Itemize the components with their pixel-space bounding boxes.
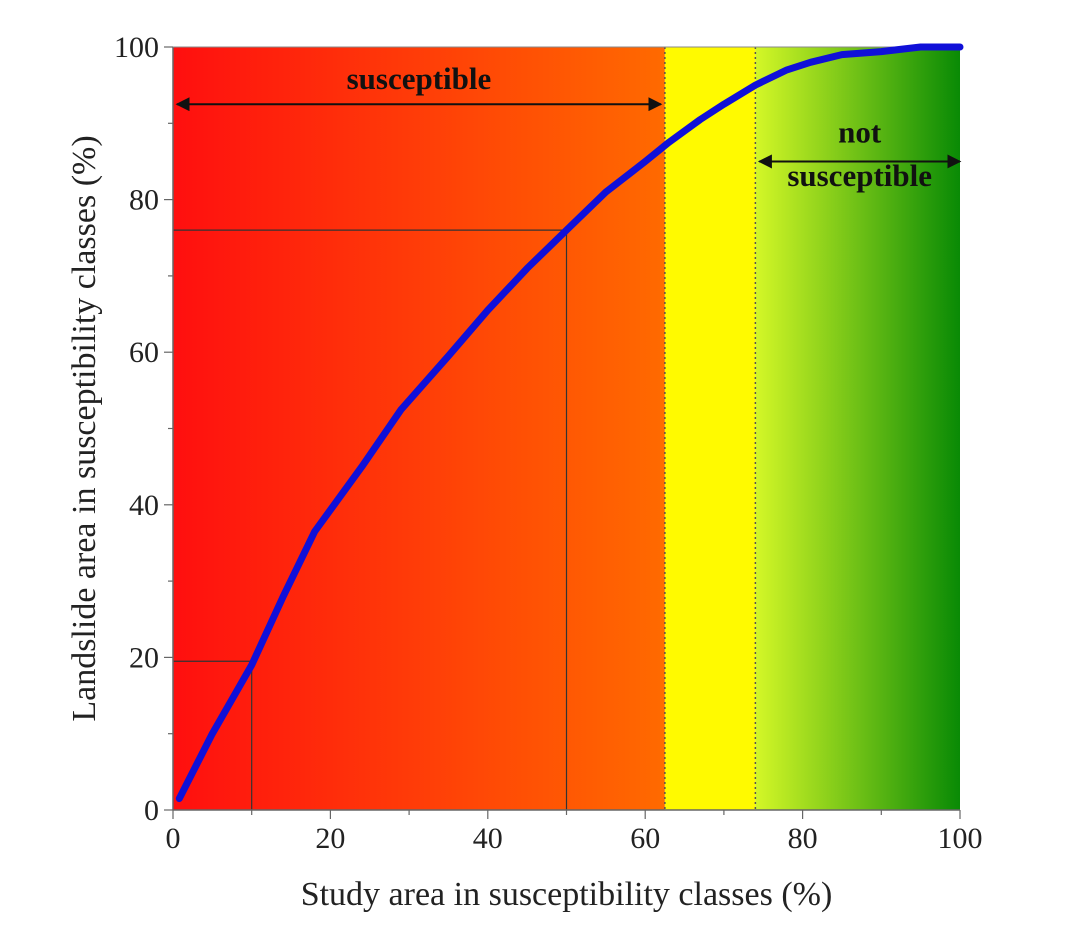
y-tick-label: 0 [144,794,159,827]
annotation-label-0: susceptible [347,61,492,96]
reference-lines [173,229,568,810]
y-tick-label: 20 [129,641,159,674]
annotation-label-1-line-0: not [838,114,882,149]
annotations: susceptible not susceptible [175,61,962,193]
y-axis-label: Landslide area in susceptibility classes… [66,135,103,721]
x-tick-label: 20 [315,822,345,855]
series-line-0 [175,43,964,803]
x-tick-label: 0 [166,822,181,855]
x-tick-label: 100 [938,822,983,855]
x-tick-label: 60 [630,822,660,855]
series-layer [175,43,964,803]
zone-2-background [755,47,960,810]
annotation-label-1-line-1: susceptible [787,158,932,193]
zone-1-background [664,47,756,810]
y-tick-label: 100 [114,31,159,64]
x-tick-label: 40 [473,822,503,855]
susceptibility-zones [173,47,960,810]
zone-0-background [173,47,665,810]
x-axis-label: Study area in susceptibility classes (%) [301,876,833,913]
y-tick-label: 80 [129,184,159,217]
x-tick-label: 80 [788,822,818,855]
axes: 0 20 40 60 80 100 0 20 40 60 80 100 [114,31,983,855]
zone-boundaries [664,47,757,810]
y-tick-label: 40 [129,489,159,522]
y-tick-label: 60 [129,336,159,369]
